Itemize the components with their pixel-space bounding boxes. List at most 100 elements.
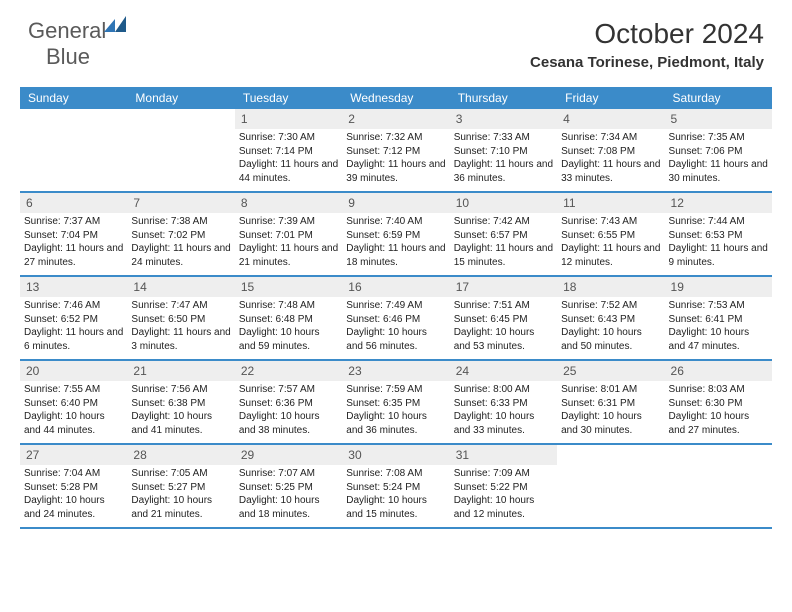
daylight-line: Daylight: 11 hours and 15 minutes. [454,242,553,269]
empty-day-cell [20,109,127,191]
day-number: 13 [20,277,127,297]
sunrise-line: Sunrise: 7:47 AM [131,299,230,313]
day-number: 21 [127,361,234,381]
day-body: Sunrise: 7:09 AMSunset: 5:22 PMDaylight:… [450,465,557,525]
logo-text: General Blue [28,18,126,70]
daylight-line: Daylight: 10 hours and 21 minutes. [131,494,230,521]
day-cell: 31Sunrise: 7:09 AMSunset: 5:22 PMDayligh… [450,445,557,527]
sunset-line: Sunset: 6:35 PM [346,397,445,411]
day-cell: 2Sunrise: 7:32 AMSunset: 7:12 PMDaylight… [342,109,449,191]
sunrise-line: Sunrise: 8:03 AM [669,383,768,397]
day-body: Sunrise: 7:57 AMSunset: 6:36 PMDaylight:… [235,381,342,441]
daylight-line: Daylight: 11 hours and 39 minutes. [346,158,445,185]
sunset-line: Sunset: 6:52 PM [24,313,123,327]
day-number: 4 [557,109,664,129]
weekday-monday: Monday [127,87,234,109]
day-number: 18 [557,277,664,297]
sunrise-line: Sunrise: 7:46 AM [24,299,123,313]
daylight-line: Daylight: 10 hours and 53 minutes. [454,326,553,353]
daylight-line: Daylight: 10 hours and 27 minutes. [669,410,768,437]
sunrise-line: Sunrise: 7:44 AM [669,215,768,229]
day-body: Sunrise: 7:44 AMSunset: 6:53 PMDaylight:… [665,213,772,273]
header: General Blue October 2024 Cesana Torines… [0,0,792,79]
week-row: 13 Sunrise: 7:46 AMSunset: 6:52 PM Dayligh… [20,277,772,361]
weekday-tuesday: Tuesday [235,87,342,109]
sunrise-line: Sunrise: 7:56 AM [131,383,230,397]
sunset-line: Sunset: 7:14 PM [239,145,338,159]
day-cell: 24Sunrise: 8:00 AMSunset: 6:33 PMDayligh… [450,361,557,443]
day-cell: 5Sunrise: 7:35 AMSunset: 7:06 PMDaylight… [665,109,772,191]
day-number: 20 [20,361,127,381]
empty-day-cell [127,109,234,191]
sunrise-line: Sunrise: 7:53 AM [669,299,768,313]
day-cell: 6Sunrise: 7:37 AMSunset: 7:04 PMDaylight… [20,193,127,275]
sunset-line: Sunset: 7:02 PM [131,229,230,243]
day-body: Sunrise: 8:01 AMSunset: 6:31 PMDaylight:… [557,381,664,441]
sunset-line: Sunset: 6:30 PM [669,397,768,411]
day-number: 10 [450,193,557,213]
day-body: Sunrise: 7:38 AMSunset: 7:02 PMDaylight:… [127,213,234,273]
empty-day-cell [665,445,772,527]
daylight-line: Daylight: 11 hours and 12 minutes. [561,242,660,269]
sunset-line: Sunset: 5:24 PM [346,481,445,495]
sunrise-line: Sunrise: 7:30 AM [239,131,338,145]
sunset-line: Sunset: 6:36 PM [239,397,338,411]
sunrise-line: Sunrise: 7:51 AM [454,299,553,313]
sunrise-line: Sunrise: 7:37 AM [24,215,123,229]
day-body: Sunrise: 8:03 AMSunset: 6:30 PMDaylight:… [665,381,772,441]
day-cell: 4Sunrise: 7:34 AMSunset: 7:08 PMDaylight… [557,109,664,191]
day-number: 5 [665,109,772,129]
daylight-line: Daylight: 11 hours and 24 minutes. [131,242,230,269]
daylight-line: Daylight: 11 hours and 30 minutes. [669,158,768,185]
empty-day-cell [557,445,664,527]
day-cell: 13Sunrise: 7:46 AMSunset: 6:52 PMDayligh… [20,277,127,359]
sunrise-line: Sunrise: 7:32 AM [346,131,445,145]
sunset-line: Sunset: 7:04 PM [24,229,123,243]
sunrise-line: Sunrise: 7:04 AM [24,467,123,481]
day-number: 14 [127,277,234,297]
sunrise-line: Sunrise: 7:38 AM [131,215,230,229]
day-number: 1 [235,109,342,129]
daylight-line: Daylight: 11 hours and 21 minutes. [239,242,338,269]
day-cell: 27Sunrise: 7:04 AMSunset: 5:28 PMDayligh… [20,445,127,527]
day-cell: 20Sunrise: 7:55 AMSunset: 6:40 PMDayligh… [20,361,127,443]
sunset-line: Sunset: 5:22 PM [454,481,553,495]
day-number: 3 [450,109,557,129]
sunrise-line: Sunrise: 7:05 AM [131,467,230,481]
day-cell: 25Sunrise: 8:01 AMSunset: 6:31 PMDayligh… [557,361,664,443]
day-body: Sunrise: 7:42 AMSunset: 6:57 PMDaylight:… [450,213,557,273]
day-body: Sunrise: 7:34 AMSunset: 7:08 PMDaylight:… [557,129,664,189]
sunset-line: Sunset: 6:57 PM [454,229,553,243]
sunset-line: Sunset: 7:12 PM [346,145,445,159]
sunset-line: Sunset: 5:25 PM [239,481,338,495]
sunrise-line: Sunrise: 7:34 AM [561,131,660,145]
day-number: 29 [235,445,342,465]
sunset-line: Sunset: 6:53 PM [669,229,768,243]
day-number: 6 [20,193,127,213]
day-body: Sunrise: 7:53 AMSunset: 6:41 PMDaylight:… [665,297,772,357]
daylight-line: Daylight: 10 hours and 44 minutes. [24,410,123,437]
day-cell: 26Sunrise: 8:03 AMSunset: 6:30 PMDayligh… [665,361,772,443]
day-cell: 29Sunrise: 7:07 AMSunset: 5:25 PMDayligh… [235,445,342,527]
daylight-line: Daylight: 10 hours and 18 minutes. [239,494,338,521]
daylight-line: Daylight: 11 hours and 18 minutes. [346,242,445,269]
day-body: Sunrise: 7:48 AMSunset: 6:48 PMDaylight:… [235,297,342,357]
sunset-line: Sunset: 6:41 PM [669,313,768,327]
daylight-line: Daylight: 11 hours and 3 minutes. [131,326,230,353]
day-body: Sunrise: 7:59 AMSunset: 6:35 PMDaylight:… [342,381,449,441]
day-cell: 14Sunrise: 7:47 AMSunset: 6:50 PMDayligh… [127,277,234,359]
daylight-line: Daylight: 11 hours and 36 minutes. [454,158,553,185]
title-block: October 2024 Cesana Torinese, Piedmont, … [530,18,764,71]
sunrise-line: Sunrise: 7:59 AM [346,383,445,397]
day-cell: 10Sunrise: 7:42 AMSunset: 6:57 PMDayligh… [450,193,557,275]
day-body: Sunrise: 7:52 AMSunset: 6:43 PMDaylight:… [557,297,664,357]
sunrise-line: Sunrise: 7:55 AM [24,383,123,397]
day-body: Sunrise: 7:05 AMSunset: 5:27 PMDaylight:… [127,465,234,525]
daylight-line: Daylight: 11 hours and 9 minutes. [669,242,768,269]
day-body: Sunrise: 7:56 AMSunset: 6:38 PMDaylight:… [127,381,234,441]
day-number: 22 [235,361,342,381]
sunrise-line: Sunrise: 8:00 AM [454,383,553,397]
sunset-line: Sunset: 6:55 PM [561,229,660,243]
day-number: 25 [557,361,664,381]
sunset-line: Sunset: 6:46 PM [346,313,445,327]
